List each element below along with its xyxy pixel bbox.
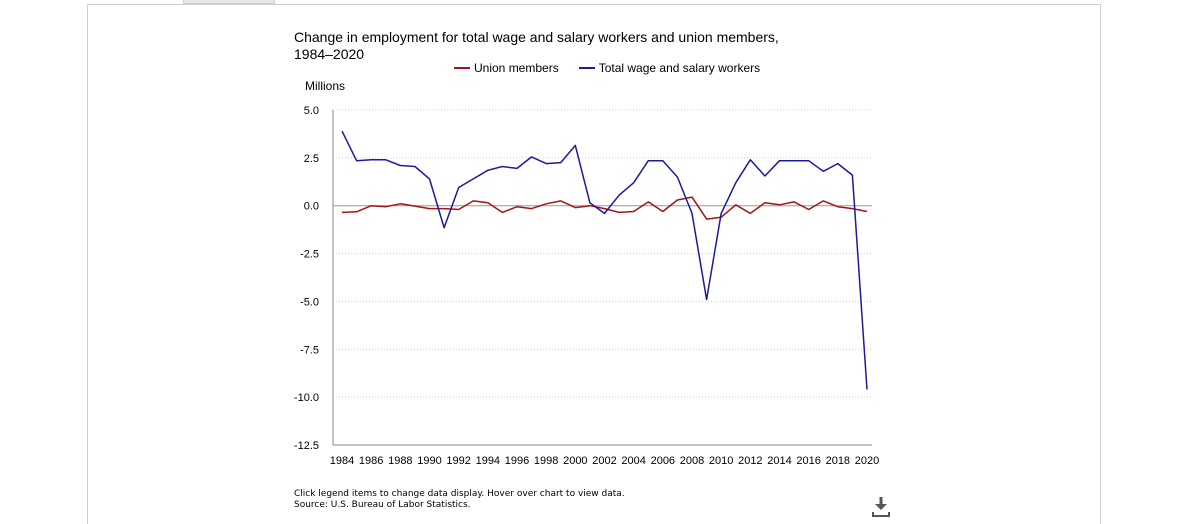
y-tick-label: 2.5 bbox=[304, 153, 319, 165]
grid-lines bbox=[333, 109, 872, 398]
x-tick-label: 2006 bbox=[651, 455, 675, 467]
x-tick-label: 1998 bbox=[534, 455, 558, 467]
y-tick-label: -2.5 bbox=[300, 249, 319, 261]
x-tick-label: 2010 bbox=[709, 455, 733, 467]
tab-strip[interactable] bbox=[183, 0, 275, 4]
series-line-total-workers[interactable] bbox=[341, 130, 868, 390]
chart-title: Change in employment for total wage and … bbox=[294, 29, 779, 62]
footnote-source: Source: U.S. Bureau of Labor Statistics. bbox=[294, 500, 471, 510]
legend-swatch-total-workers bbox=[578, 67, 595, 69]
footnote-instructions: Click legend items to change data displa… bbox=[294, 489, 625, 499]
legend-swatch-union-members bbox=[454, 67, 470, 69]
y-tick-label: -7.5 bbox=[300, 344, 319, 356]
x-tick-label: 1988 bbox=[388, 455, 412, 467]
download-button[interactable] bbox=[870, 494, 892, 518]
x-tick-label: 2018 bbox=[826, 455, 850, 467]
axes bbox=[332, 110, 872, 446]
x-tick-label: 1990 bbox=[417, 455, 441, 467]
chart-frame bbox=[87, 4, 1101, 524]
legend-label-union-members: Union members bbox=[474, 61, 559, 75]
line-chart[interactable]: 5.0 2.5 0.0 -2.5 -5.0 -7.5 -10.0 -12.5 1984 1986… bbox=[280, 75, 900, 480]
series-lines bbox=[341, 130, 868, 390]
y-tick-label: 0.0 bbox=[304, 201, 319, 213]
footnote: Click legend items to change data displa… bbox=[294, 489, 625, 511]
x-tick-label: 2012 bbox=[738, 455, 762, 467]
x-tick-label: 2014 bbox=[767, 455, 791, 467]
y-tick-label: -12.5 bbox=[294, 440, 319, 452]
x-tick-label: 2004 bbox=[621, 455, 645, 467]
x-tick-labels: 1984 1986 1988 1990 1992 1994 1996 1998 2000 2002… bbox=[330, 455, 879, 467]
x-tick-label: 1984 bbox=[330, 455, 354, 467]
x-tick-label: 1994 bbox=[476, 455, 500, 467]
y-axis-label: Millions bbox=[305, 79, 345, 93]
legend-item-union-members[interactable]: Union members bbox=[454, 61, 559, 75]
x-tick-label: 1992 bbox=[446, 455, 470, 467]
x-tick-label: 2008 bbox=[680, 455, 704, 467]
x-tick-label: 2020 bbox=[855, 455, 879, 467]
x-tick-label: 2000 bbox=[563, 455, 587, 467]
legend-label-total-workers: Total wage and salary workers bbox=[598, 61, 761, 75]
legend-item-total-workers[interactable]: Total wage and salary workers bbox=[578, 61, 761, 75]
y-tick-label: -10.0 bbox=[294, 392, 319, 404]
x-tick-label: 1996 bbox=[505, 455, 529, 467]
x-tick-label: 1986 bbox=[359, 455, 383, 467]
x-tick-label: 2002 bbox=[592, 455, 616, 467]
series-line-union-members[interactable] bbox=[341, 196, 868, 220]
y-tick-label: -5.0 bbox=[300, 296, 319, 308]
x-tick-label: 2016 bbox=[796, 455, 820, 467]
legend: Union members Total wage and salary work… bbox=[454, 61, 760, 75]
y-tick-label: 5.0 bbox=[304, 105, 319, 117]
y-tick-labels: 5.0 2.5 0.0 -2.5 -5.0 -7.5 -10.0 -12.5 bbox=[294, 105, 319, 452]
download-icon bbox=[872, 497, 890, 517]
